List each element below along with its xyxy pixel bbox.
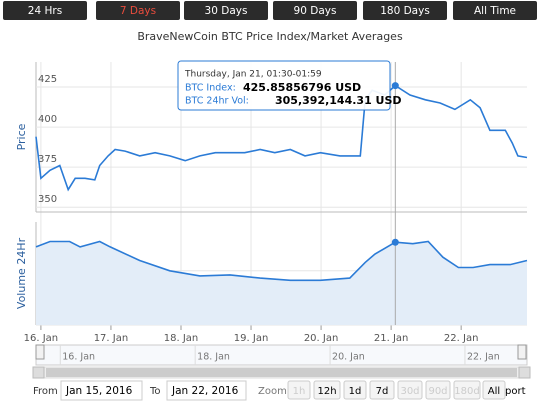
- zoom-button-label[interactable]: 7d: [376, 386, 389, 397]
- x-tick-label: 17. Jan: [94, 333, 129, 344]
- hover-marker: [391, 82, 399, 90]
- zoom-button: [397, 380, 423, 400]
- zoom-button: [287, 380, 311, 400]
- tooltip-date: Thursday, Jan 21, 01:30-01:59: [184, 70, 322, 80]
- range-button-label[interactable]: 24 Hrs: [28, 5, 62, 17]
- from-value[interactable]: Jan 15, 2016: [65, 385, 133, 397]
- x-tick-label: 19. Jan: [234, 333, 269, 344]
- range-button-label[interactable]: 7 Days: [120, 5, 156, 17]
- y-tick-label: 350: [38, 194, 57, 205]
- zoom-button-label: 30d: [400, 386, 419, 397]
- to-value[interactable]: Jan 22, 2016: [171, 385, 239, 397]
- to-input[interactable]: [166, 380, 247, 401]
- tooltip-label: BTC 24hr Vol:: [185, 96, 249, 107]
- navigator-tick-label: 20. Jan: [332, 352, 365, 363]
- x-tick-label: 22. Jan: [444, 333, 479, 344]
- range-button[interactable]: [453, 1, 537, 20]
- scrollbar-thumb[interactable]: [46, 368, 517, 377]
- tooltip-value: 305,392,144.31 USD: [275, 94, 402, 107]
- zoom-button-label: 90d: [428, 386, 447, 397]
- y-tick-label: 400: [38, 114, 57, 125]
- y-tick-label: 425: [38, 74, 57, 85]
- volume-line: [35, 240, 528, 282]
- tooltip-label: BTC Index:: [185, 83, 236, 94]
- navigator-handle[interactable]: [35, 344, 45, 360]
- chart-title: BraveNewCoin BTC Price Index/Market Aver…: [137, 30, 403, 43]
- zoom-button-label[interactable]: All: [488, 386, 500, 397]
- export-label[interactable]: port: [505, 386, 526, 397]
- volume-area: [36, 241, 527, 325]
- zoom-button: [425, 380, 451, 400]
- y-axis-label: Volume 24Hr: [15, 237, 28, 309]
- x-tick-label: 21. Jan: [374, 333, 409, 344]
- range-button[interactable]: [3, 1, 87, 20]
- zoom-button[interactable]: [482, 380, 506, 400]
- from-label: From: [33, 386, 58, 397]
- tooltip-box: [177, 60, 391, 111]
- range-button[interactable]: [184, 1, 268, 20]
- zoom-button[interactable]: [343, 380, 367, 400]
- zoom-button-label: 180d: [454, 386, 479, 397]
- y-tick-label: 375: [38, 154, 57, 165]
- x-tick-label: 20. Jan: [304, 333, 339, 344]
- price-line: [35, 84, 528, 192]
- range-button-label[interactable]: 90 Days: [294, 5, 337, 17]
- range-button-label[interactable]: All Time: [474, 5, 516, 17]
- range-button[interactable]: [96, 1, 180, 20]
- scrollbar-button[interactable]: [518, 366, 531, 379]
- tooltip-value: 425.85856796 USD: [243, 81, 361, 94]
- range-button[interactable]: [273, 1, 357, 20]
- zoom-label: Zoom: [258, 386, 287, 397]
- range-button[interactable]: [363, 1, 447, 20]
- zoom-button-label: 1h: [293, 386, 306, 397]
- hover-marker: [391, 238, 399, 246]
- navigator-area: [35, 344, 528, 366]
- from-input[interactable]: [60, 380, 143, 401]
- y-axis-label: Price: [15, 123, 28, 150]
- zoom-button[interactable]: [369, 380, 395, 400]
- range-button-label[interactable]: 180 Days: [380, 5, 430, 17]
- zoom-button-label[interactable]: 12h: [317, 386, 336, 397]
- navigator-tick-label: 22. Jan: [467, 352, 500, 363]
- navigator-tick-label: 16. Jan: [62, 352, 95, 363]
- zoom-button-label[interactable]: 1d: [349, 386, 362, 397]
- to-label: To: [149, 386, 161, 397]
- x-tick-label: 16. Jan: [24, 333, 59, 344]
- zoom-button[interactable]: [313, 380, 341, 400]
- x-tick-label: 18. Jan: [164, 333, 199, 344]
- scrollbar-button[interactable]: [32, 366, 45, 379]
- zoom-button: [453, 380, 481, 400]
- navigator-handle[interactable]: [517, 344, 527, 360]
- range-button-label[interactable]: 30 Days: [205, 5, 248, 17]
- navigator-tick-label: 18. Jan: [197, 352, 230, 363]
